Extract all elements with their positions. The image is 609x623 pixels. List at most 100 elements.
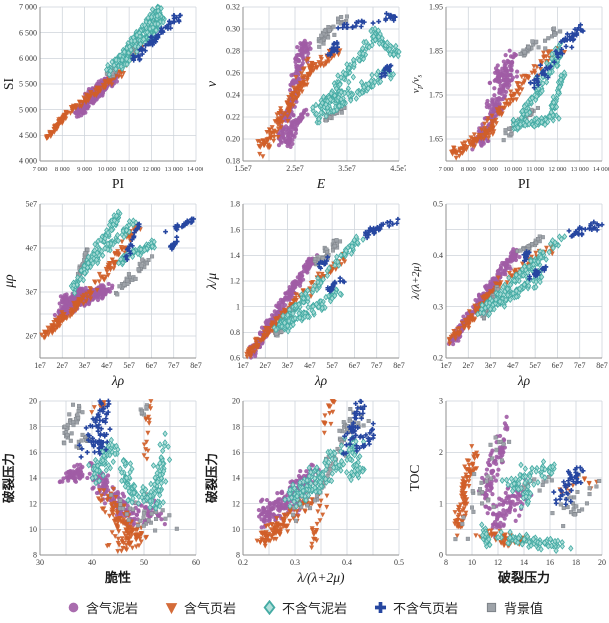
axes [445, 7, 602, 162]
plus-marker-icon [374, 601, 387, 613]
plot-fracture-vs-brittleness-canvas: 30 40 50 60 8 10 12 14 16 18 20 脆性 破裂压力 [1, 397, 200, 585]
series-points-3 [310, 25, 402, 126]
svg-text:8e7: 8e7 [596, 361, 608, 370]
svg-text:16: 16 [29, 448, 37, 457]
plot-fracture-vs-lambdaratio-canvas: 0.2 0.3 0.4 0.5 8 10 12 14 16 18 20 λ/(λ+2μ) 破裂压力 [204, 397, 404, 585]
svg-text:8: 8 [33, 551, 37, 560]
svg-text:TOC: TOC [407, 465, 422, 492]
svg-text:0.18: 0.18 [226, 157, 240, 166]
svg-text:4.5e7: 4.5e7 [390, 164, 406, 173]
series-points-3 [282, 434, 367, 510]
axis-titles: Ev [204, 81, 326, 191]
svg-text:λ/μ: λ/μ [204, 273, 219, 291]
svg-text:7e7: 7e7 [371, 361, 383, 370]
svg-text:v: v [204, 81, 219, 87]
svg-text:8e7: 8e7 [190, 361, 202, 370]
svg-text:1: 1 [236, 302, 240, 311]
series-points-2 [254, 399, 337, 551]
svg-text:7 000: 7 000 [19, 3, 37, 12]
svg-text:1.6: 1.6 [230, 225, 240, 234]
svg-text:2e7: 2e7 [260, 361, 272, 370]
axis-titles: PI vp/vs [411, 74, 531, 191]
svg-text:E: E [316, 176, 326, 191]
svg-text:2e7: 2e7 [463, 361, 475, 370]
legend-label: 背景值 [504, 600, 544, 616]
circle-marker-icon [68, 602, 79, 612]
svg-text:3e7: 3e7 [485, 361, 497, 370]
series-points-2 [89, 399, 154, 554]
svg-text:1.95: 1.95 [429, 3, 443, 12]
plot-vpvs-vs-pi: 7 000 8 000 9 000 10 000 11 000 12 000 13 000 1… [406, 0, 609, 197]
plot-poisson-vs-e-canvas: 1.5e7 2.5e7 3.5e7 4.5e7 0.18 0.20 0.22 0.24 0.26… [204, 3, 406, 191]
axis-titles: λρ μρ [1, 274, 125, 388]
svg-text:11 000: 11 000 [526, 166, 545, 173]
axis-titles: λρ λ/(λ+2μ) [411, 262, 531, 388]
gridlines [39, 203, 197, 359]
svg-text:18: 18 [29, 422, 37, 431]
series-points-4 [123, 216, 196, 262]
svg-text:10: 10 [232, 525, 240, 534]
tick-labels: 1.5e7 2.5e7 3.5e7 4.5e7 0.18 0.20 0.22 0.24 0.26… [226, 3, 406, 173]
series-points-4 [551, 465, 586, 507]
tick-labels: 0.2 0.3 0.4 0.5 8 10 12 14 16 18 20 [232, 397, 404, 567]
svg-text:4e7: 4e7 [304, 361, 316, 370]
legend-label: 不含气泥岩 [281, 600, 347, 616]
plot-murho-vs-lambdarho-canvas: 1e7 2e7 3e7 4e7 5e7 6e7 7e7 8e7 2e7 3e7 4e7 5e7 λρ μρ [1, 200, 202, 388]
svg-text:10: 10 [468, 558, 476, 567]
svg-text:12: 12 [29, 499, 37, 508]
axes [242, 7, 399, 162]
svg-text:9 000: 9 000 [77, 166, 93, 173]
svg-text:0: 0 [439, 551, 443, 560]
svg-text:13 000: 13 000 [165, 166, 184, 173]
svg-text:0.28: 0.28 [226, 47, 240, 56]
svg-text:3e7: 3e7 [282, 361, 294, 370]
svg-text:8 000: 8 000 [55, 166, 71, 173]
plot-lambdamu-vs-lambdarho: 1e7 2e7 3e7 4e7 5e7 6e7 7e7 8e7 0.6 0.8 1 1.2 1.4 1.6… [203, 197, 406, 394]
svg-text:6 500: 6 500 [19, 28, 37, 37]
svg-text:λρ: λρ [314, 373, 328, 388]
series-points-1 [476, 414, 534, 540]
svg-text:4e7: 4e7 [101, 361, 113, 370]
plot-fracture-vs-brittleness: 30 40 50 60 8 10 12 14 16 18 20 脆性 破裂压力 [0, 394, 203, 591]
svg-text:13 000: 13 000 [571, 166, 590, 173]
svg-text:60: 60 [192, 558, 200, 567]
plot-si-vs-pi-canvas: 7 000 8 000 9 000 10 000 11 000 12 000 13 000 1… [1, 3, 203, 191]
svg-text:0.3: 0.3 [433, 302, 443, 311]
diamond-marker-icon [263, 599, 276, 615]
svg-text:5e7: 5e7 [529, 361, 541, 370]
plot-toc-vs-fracture: 8 10 12 14 16 18 20 0 1 2 3 破裂压力 TOC [406, 394, 609, 591]
plot-lambdaratio-vs-lambdarho-canvas: 1e7 2e7 3e7 4e7 5e7 6e7 7e7 8e7 0.2 0.3 0.4 0.5 λρ λ/… [411, 200, 608, 388]
axes [242, 204, 399, 359]
legend-item-gas-shale: 含气页岩 [164, 598, 236, 617]
legend-item-nongas-mudstone: 不含气泥岩 [262, 598, 347, 617]
legend: 含气泥岩 含气页岩 不含气泥岩 不含气页岩 背景值 [0, 591, 609, 623]
svg-text:破裂压力: 破裂压力 [498, 570, 550, 585]
svg-text:0.32: 0.32 [226, 3, 240, 12]
svg-text:1e7: 1e7 [440, 361, 452, 370]
gridlines [39, 6, 197, 162]
tick-labels: 1e7 2e7 3e7 4e7 5e7 6e7 7e7 8e7 0.6 0.8 1 1.2 1.4 1.6… [230, 200, 405, 370]
svg-text:2.5e7: 2.5e7 [286, 164, 304, 173]
svg-text:2: 2 [439, 448, 443, 457]
axis-titles: λ/(λ+2μ) 破裂压力 [204, 453, 345, 585]
svg-text:λρ: λρ [111, 373, 125, 388]
svg-text:10: 10 [29, 525, 37, 534]
svg-text:λ/(λ+2μ): λ/(λ+2μ) [411, 262, 422, 300]
svg-text:14 000: 14 000 [593, 166, 609, 173]
axes [39, 7, 196, 162]
legend-label: 含气页岩 [183, 600, 236, 616]
svg-text:4 000: 4 000 [19, 157, 37, 166]
svg-text:破裂压力: 破裂压力 [204, 453, 219, 503]
plot-poisson-vs-e: 1.5e7 2.5e7 3.5e7 4.5e7 0.18 0.20 0.22 0.24 0.26… [203, 0, 406, 197]
svg-text:12: 12 [494, 558, 502, 567]
svg-text:1.2: 1.2 [230, 277, 240, 286]
svg-text:16: 16 [232, 448, 240, 457]
svg-text:40: 40 [88, 558, 96, 567]
svg-text:12: 12 [232, 499, 240, 508]
series-points-3 [103, 3, 167, 78]
figure-grid: 7 000 8 000 9 000 10 000 11 000 12 000 13 000 1… [0, 0, 609, 591]
series-points-5 [75, 247, 155, 297]
series-points-4 [528, 22, 586, 91]
svg-text:20: 20 [232, 397, 240, 406]
